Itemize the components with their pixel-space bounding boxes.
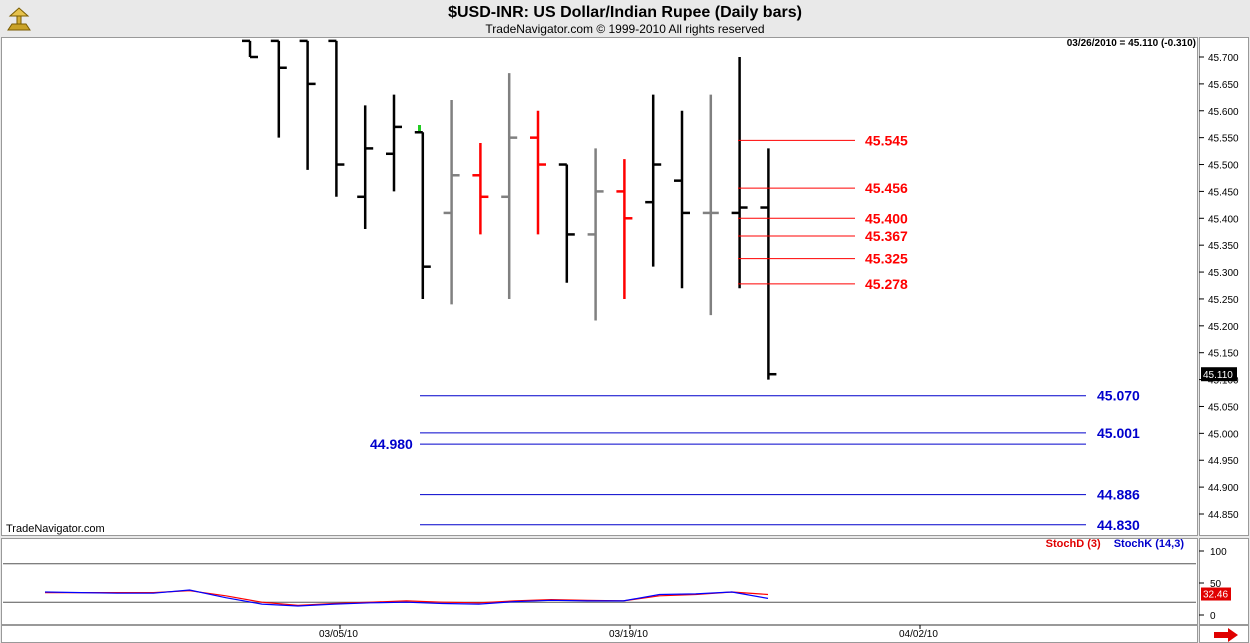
stochastic-panel[interactable]	[1, 538, 1198, 625]
last-price-readout: 03/26/2010 = 45.110 (-0.310)	[1066, 38, 1196, 49]
scroll-corner[interactable]	[1199, 625, 1249, 643]
watermark-text: TradeNavigator.com	[6, 523, 105, 535]
price-panel[interactable]	[1, 37, 1198, 536]
chart-subtitle: TradeNavigator.com © 1999-2010 All right…	[485, 22, 765, 36]
stochastic-legend: StochD (3) StochK (14,3)	[1036, 538, 1184, 550]
trade-navigator-logo	[7, 7, 31, 31]
date-axis[interactable]	[1, 625, 1198, 643]
stochastic-scale[interactable]	[1199, 538, 1249, 625]
scroll-right-arrow-icon[interactable]	[1212, 628, 1242, 642]
chart-title: $USD-INR: US Dollar/Indian Rupee (Daily …	[448, 4, 802, 21]
price-scale[interactable]	[1199, 37, 1249, 536]
legend-stochd: StochD (3)	[1045, 538, 1101, 550]
legend-stochk: StochK (14,3)	[1113, 538, 1184, 550]
